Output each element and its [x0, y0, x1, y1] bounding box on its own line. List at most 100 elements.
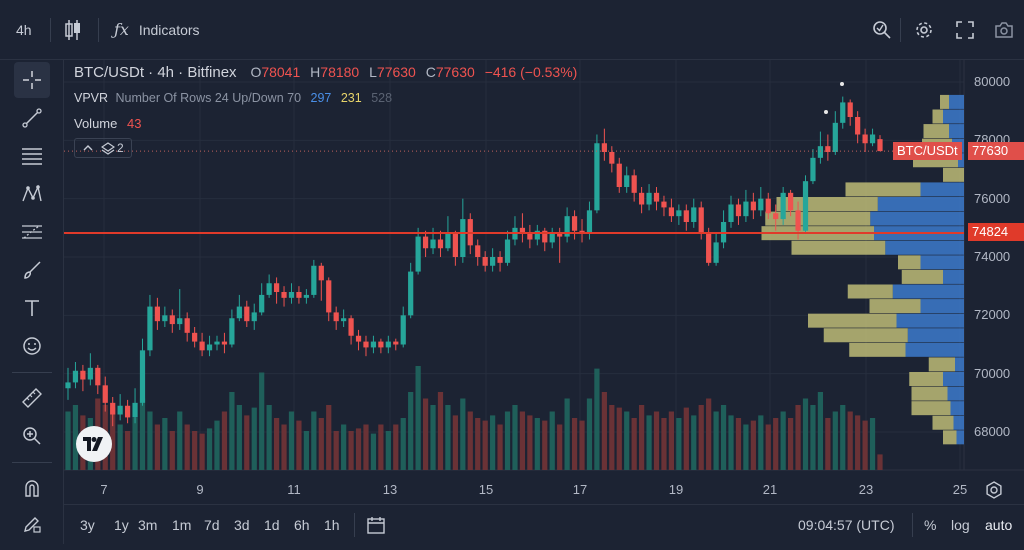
range-button-1m[interactable]: 1m — [172, 517, 192, 533]
range-button-3m[interactable]: 3m — [138, 517, 158, 533]
candle-body — [639, 192, 645, 205]
ruler-icon — [22, 388, 42, 408]
price-change: −416 (−0.53%) — [484, 64, 578, 80]
text-tool[interactable] — [14, 290, 50, 326]
candle-body — [311, 265, 317, 295]
volume-bar — [422, 398, 429, 470]
volume-profile-up — [920, 255, 964, 270]
interval-button[interactable]: 4h — [16, 22, 32, 38]
volume-profile-up — [947, 386, 964, 401]
range-button-3d[interactable]: 3d — [234, 517, 250, 533]
low-label: L — [369, 64, 377, 80]
volume-bar — [825, 418, 831, 470]
trend-line-tool[interactable] — [14, 100, 50, 136]
volume-bar — [273, 418, 280, 470]
volume-bar — [840, 405, 846, 470]
pattern-tool[interactable] — [14, 176, 50, 212]
quick-search-button[interactable] — [872, 0, 892, 60]
horizontal-lines-icon — [22, 148, 42, 165]
crosshair-tool[interactable] — [14, 62, 50, 98]
range-button-3y[interactable]: 3y — [80, 517, 95, 533]
candle-body — [504, 239, 511, 263]
vpvr-params: Number Of Rows 24 Up/Down 70 — [115, 91, 302, 105]
settings-button[interactable] — [914, 0, 934, 60]
candle-body — [251, 312, 257, 322]
candle-body — [281, 292, 287, 298]
screenshot-button[interactable] — [994, 0, 1014, 60]
candle-body — [713, 242, 719, 263]
lock-drawings-tool[interactable] — [14, 506, 50, 542]
candle-body — [124, 405, 131, 418]
volume-profile-up — [950, 401, 964, 416]
candle-body — [877, 139, 883, 152]
go-to-date-button[interactable] — [366, 505, 386, 545]
brush-tool[interactable] — [14, 252, 50, 288]
candle-body — [147, 306, 153, 351]
function-icon: ƒx — [114, 20, 129, 39]
range-button-1d[interactable]: 1d — [264, 517, 280, 533]
candle-body — [683, 210, 689, 222]
projection-tool[interactable] — [14, 214, 50, 250]
magnet-tool[interactable] — [14, 470, 50, 506]
zoom-tool[interactable] — [14, 418, 50, 454]
volume-bar — [206, 428, 213, 470]
volume-bar — [720, 405, 727, 470]
candle-body — [177, 318, 183, 325]
candle-body — [199, 341, 205, 351]
volume-legend[interactable]: Volume 43 — [74, 116, 141, 131]
candle-body — [244, 306, 250, 322]
fib-tool[interactable] — [14, 138, 50, 174]
volume-profile-down — [869, 299, 921, 314]
range-button-1h[interactable]: 1h — [324, 517, 340, 533]
volume-profile-down — [845, 182, 921, 197]
volume-profile-up — [943, 269, 964, 284]
auto-toggle[interactable]: auto — [985, 517, 1013, 533]
candle-style-button[interactable] — [64, 0, 84, 60]
volume-bar — [266, 405, 272, 470]
volume-bar — [259, 372, 265, 470]
scale-settings-button[interactable] — [984, 480, 1004, 505]
candle-body — [326, 280, 332, 313]
emoji-tool[interactable] — [14, 328, 50, 364]
symbol-title[interactable]: BTC/USDt · 4h · Bitfinex — [74, 64, 237, 81]
tradingview-logo[interactable] — [76, 426, 112, 462]
candle-body — [87, 367, 93, 380]
measure-tool[interactable] — [14, 380, 50, 416]
volume-bar — [229, 392, 235, 470]
indicators-button[interactable]: ƒx Indicators — [114, 0, 200, 60]
candle-body — [519, 227, 526, 234]
collapse-legend-button[interactable]: 2 — [74, 138, 132, 158]
volume-bar — [251, 407, 257, 470]
log-toggle[interactable]: log — [951, 517, 970, 533]
candle-body — [728, 204, 734, 222]
brush-icon — [24, 261, 41, 279]
layers-icon — [100, 139, 116, 162]
top-toolbar: 4h ƒx Indicators — [0, 0, 1024, 60]
volume-profile-up — [955, 357, 964, 372]
volume-bar — [430, 405, 436, 470]
candle-body — [564, 216, 570, 237]
volume-bar — [348, 431, 354, 470]
vpvr-legend[interactable]: VPVR Number Of Rows 24 Up/Down 70 297 23… — [74, 91, 392, 105]
main-legend: BTC/USDt · 4h · Bitfinex O78041 H78180 L… — [74, 64, 577, 81]
candle-body — [653, 192, 660, 202]
range-button-1y[interactable]: 1y — [114, 517, 129, 533]
range-button-7d[interactable]: 7d — [204, 517, 220, 533]
range-button-6h[interactable]: 6h — [294, 517, 310, 533]
percent-toggle[interactable]: % — [924, 517, 937, 533]
volume-bar — [698, 405, 704, 470]
volume-bar — [482, 420, 488, 470]
gear-icon — [916, 22, 932, 38]
candle-body — [72, 370, 79, 383]
volume-bar — [303, 431, 309, 470]
crosshair-icon — [23, 71, 41, 89]
utc-time[interactable]: 09:04:57 (UTC) — [798, 517, 895, 533]
signal-marker — [840, 82, 844, 86]
volume-bar — [534, 418, 540, 470]
candle-body — [110, 402, 116, 415]
fullscreen-button[interactable] — [956, 0, 974, 60]
price-tick-label: 76000 — [974, 190, 1011, 206]
candle-body — [162, 315, 168, 322]
candle-body — [646, 192, 652, 205]
